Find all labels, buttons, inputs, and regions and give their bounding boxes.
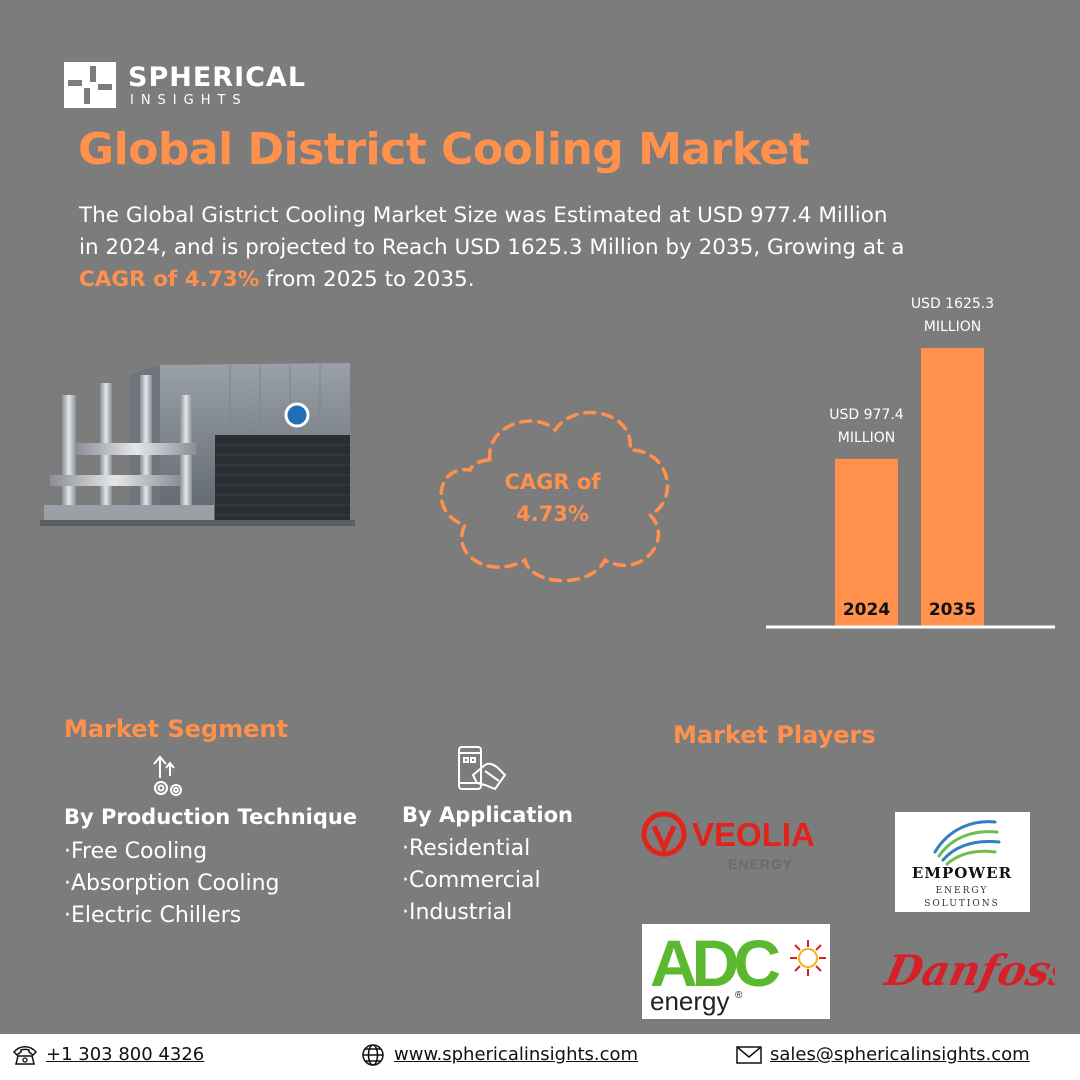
chart-category-label: 2024 (843, 600, 890, 620)
footer: +1 303 800 4326 www.sphericalinsights.co… (0, 1034, 1080, 1080)
spherical-logo-mark-icon (64, 62, 116, 108)
chart-category-label: 2035 (929, 600, 976, 620)
description-text-2: from 2025 to 2035. (259, 267, 475, 292)
chart-bar (835, 458, 898, 626)
footer-website-text[interactable]: www.sphericalinsights.com (394, 1044, 639, 1065)
production-technique-heading: By Production Technique (64, 805, 358, 829)
application-list: Residential Commercial Industrial (402, 833, 541, 929)
danfoss-logo: Danfoss (880, 946, 1055, 995)
cagr-line-1: CAGR of (504, 470, 601, 494)
phone-hand-icon (458, 746, 507, 791)
market-size-chart: 2024 USD 977.4 MILLION 2035 USD 1625.3 MILLIO… (766, 296, 1055, 629)
cagr-badge: CAGR of 4.73% (430, 466, 675, 530)
chart-data-label: MILLION (838, 430, 895, 446)
footer-email[interactable]: sales@sphericalinsights.com (736, 1044, 1030, 1066)
veolia-name: VEOLIA (692, 816, 815, 853)
cagr-line-2: 4.73% (516, 502, 589, 526)
adc-energy-logo: ADC energy ® (642, 924, 830, 1019)
chart-bar (921, 348, 984, 626)
adc-sun-icon (790, 940, 826, 976)
market-players-heading: Market Players (673, 721, 876, 749)
empower-logo: EMPOWER ENERGY SOLUTIONS (895, 812, 1030, 912)
footer-website[interactable]: www.sphericalinsights.com (360, 1044, 638, 1066)
footer-phone[interactable]: +1 303 800 4326 (12, 1044, 204, 1066)
list-item: Commercial (402, 865, 541, 897)
cagr-cloud (439, 410, 670, 583)
list-item: Residential (402, 833, 541, 865)
footer-email-text[interactable]: sales@sphericalinsights.com (770, 1044, 1030, 1065)
brand-tagline: INSIGHTS (130, 93, 248, 108)
chart-data-label: USD 1625.3 (911, 296, 994, 312)
brand-name: SPHERICAL (128, 62, 307, 93)
empower-sub-2: SOLUTIONS (924, 899, 1000, 909)
chart-data-label: MILLION (924, 319, 981, 335)
brand-logo: SPHERICAL INSIGHTS (64, 62, 307, 112)
market-segment-heading: Market Segment (64, 715, 288, 743)
veolia-logo: VEOLIA ENERGY (641, 811, 815, 872)
list-item: Electric Chillers (64, 900, 280, 932)
telephone-icon (12, 1046, 38, 1065)
danfoss-name: Danfoss (880, 946, 1055, 995)
market-description: The Global Gistrict Cooling Market Size … (79, 200, 909, 296)
adc-sub: energy (650, 986, 730, 1016)
application-heading: By Application (402, 803, 573, 827)
empower-name: EMPOWER (912, 864, 1012, 882)
globe-icon (362, 1044, 384, 1066)
chart-data-label: USD 977.4 (829, 407, 904, 423)
description-text-1: The Global Gistrict Cooling Market Size … (79, 203, 905, 260)
adc-reg: ® (735, 990, 743, 1001)
list-item: Industrial (402, 897, 541, 929)
veolia-sub: ENERGY (728, 856, 793, 872)
empower-sub-1: ENERGY (936, 886, 989, 896)
production-technique-list: Free Cooling Absorption Cooling Electric… (64, 836, 280, 932)
adc-name: ADC (650, 926, 779, 1000)
chart-bars: 2024 USD 977.4 MILLION 2035 USD 1625.3 MILLIO… (829, 296, 994, 626)
list-item: Absorption Cooling (64, 868, 280, 900)
cooling-tower-image (40, 363, 355, 526)
page-title: Global District Cooling Market (78, 124, 810, 175)
envelope-icon (736, 1046, 762, 1064)
gear-arrow-icon (153, 755, 182, 796)
description-highlight: CAGR of 4.73% (79, 267, 260, 292)
footer-phone-text[interactable]: +1 303 800 4326 (46, 1044, 205, 1065)
list-item: Free Cooling (64, 836, 280, 868)
